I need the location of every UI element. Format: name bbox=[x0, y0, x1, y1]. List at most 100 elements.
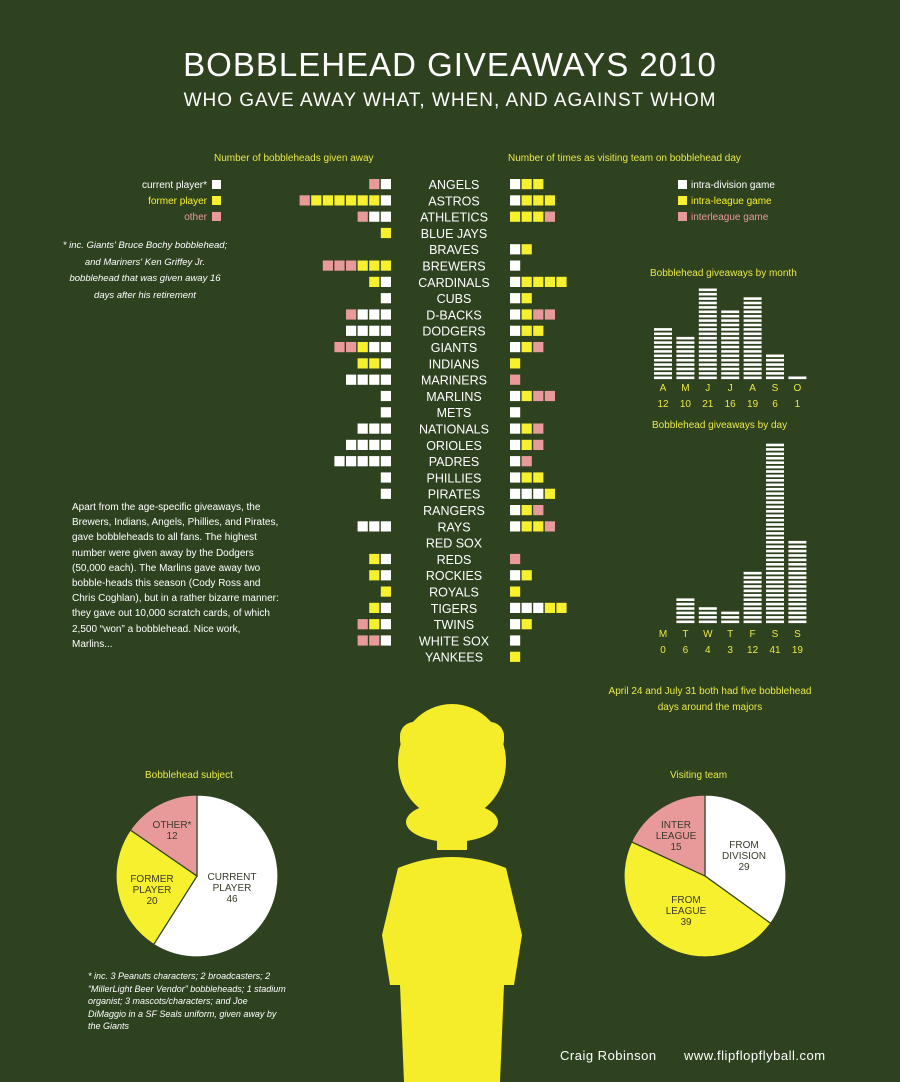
pie-slice-label: INTER bbox=[661, 820, 691, 831]
right-bar-square bbox=[510, 439, 521, 450]
left-bar-square bbox=[299, 195, 310, 206]
column-stripe bbox=[743, 328, 762, 331]
column-stripe bbox=[766, 448, 784, 451]
column-value-label: 1 bbox=[795, 399, 801, 410]
right-bar-square bbox=[521, 179, 532, 190]
column-stripe bbox=[721, 332, 740, 336]
column-stripe bbox=[766, 514, 784, 518]
team-label: D-BACKS bbox=[426, 308, 482, 322]
column-stripe bbox=[721, 345, 740, 349]
right-bar-square bbox=[533, 195, 544, 206]
column-stripe bbox=[698, 367, 717, 371]
right-bar-square bbox=[510, 407, 521, 418]
column-stripe bbox=[788, 607, 807, 610]
team-label: INDIANS bbox=[429, 357, 480, 371]
column-stripe bbox=[698, 297, 717, 300]
pie-slice-value: 29 bbox=[738, 862, 750, 873]
column-stripe bbox=[743, 310, 762, 314]
left-bar-square bbox=[357, 342, 368, 353]
column-stripe bbox=[766, 461, 784, 464]
column-stripe bbox=[743, 616, 762, 619]
column-value-label: 19 bbox=[747, 399, 759, 410]
column-stripe bbox=[654, 372, 672, 375]
left-bar-square bbox=[357, 211, 368, 222]
left-bar-square bbox=[380, 602, 391, 613]
column-stripe bbox=[766, 567, 784, 571]
left-bar-square bbox=[369, 325, 380, 336]
right-bar-square bbox=[510, 456, 521, 467]
author-credit: Craig Robinson bbox=[560, 1048, 657, 1063]
column-stripe bbox=[721, 336, 740, 340]
column-category-label: T bbox=[682, 629, 688, 640]
column-stripe bbox=[676, 336, 695, 340]
column-stripe bbox=[766, 474, 784, 478]
column-stripe bbox=[766, 372, 784, 375]
column-stripe bbox=[676, 372, 695, 375]
pie-slice-label: OTHER* bbox=[153, 820, 192, 831]
right-bar-square bbox=[510, 195, 521, 206]
right-bar-square bbox=[510, 211, 521, 222]
right-bar-square bbox=[544, 521, 555, 532]
left-bar-square bbox=[357, 456, 368, 467]
left-bar-square bbox=[346, 309, 357, 320]
column-category-label: S bbox=[794, 629, 801, 640]
column-stripe bbox=[766, 611, 784, 615]
column-stripe bbox=[743, 297, 762, 300]
left-bar-square bbox=[369, 570, 380, 581]
left-legend: current player* former player other bbox=[142, 180, 221, 223]
column-stripe bbox=[654, 363, 672, 366]
column-stripe bbox=[698, 611, 717, 615]
column-stripe bbox=[743, 341, 762, 344]
right-bar-square bbox=[533, 423, 544, 434]
column-stripe bbox=[766, 554, 784, 557]
right-chart-heading: Number of times as visiting team on bobb… bbox=[508, 153, 741, 164]
column-stripe bbox=[698, 354, 717, 358]
column-category-label: M bbox=[659, 629, 667, 640]
left-bar-square bbox=[369, 439, 380, 450]
team-label: DODGERS bbox=[422, 325, 485, 339]
right-bar-square bbox=[533, 179, 544, 190]
column-stripe bbox=[743, 358, 762, 362]
column-stripe bbox=[743, 354, 762, 358]
column-stripe bbox=[743, 576, 762, 579]
right-bar-square bbox=[510, 179, 521, 190]
left-legend-swatch bbox=[212, 196, 221, 205]
team-label: ATHLETICS bbox=[420, 211, 488, 225]
right-bar-square bbox=[510, 325, 521, 336]
team-label: BLUE JAYS bbox=[421, 227, 487, 241]
right-bar-square bbox=[510, 390, 521, 402]
left-bar-square bbox=[346, 260, 357, 271]
column-stripe bbox=[766, 354, 784, 358]
right-bar-square bbox=[533, 211, 544, 222]
right-bar-square bbox=[510, 488, 521, 499]
left-bar-square bbox=[334, 456, 345, 467]
giveaway-paragraph: Apart from the age-specific giveaways, t… bbox=[72, 502, 279, 650]
left-bar-square bbox=[346, 439, 357, 450]
left-bar-square bbox=[334, 342, 345, 353]
column-stripe bbox=[788, 545, 807, 548]
column-stripe bbox=[766, 580, 784, 584]
column-stripe bbox=[698, 328, 717, 331]
column-stripe bbox=[743, 363, 762, 366]
right-legend: intra-division game intra-league game inte… bbox=[678, 180, 775, 223]
column-value-label: 16 bbox=[725, 399, 737, 410]
right-bar-square bbox=[533, 342, 544, 353]
column-stripe bbox=[766, 540, 784, 544]
right-bar-square bbox=[510, 553, 521, 565]
left-bar-square bbox=[380, 227, 391, 239]
right-bar-square bbox=[521, 439, 532, 450]
column-value-label: 10 bbox=[680, 399, 692, 410]
column-stripe bbox=[698, 376, 717, 380]
column-stripe bbox=[721, 323, 740, 327]
column-stripe bbox=[788, 616, 807, 619]
right-bar-square bbox=[510, 635, 521, 646]
column-stripe bbox=[766, 532, 784, 535]
column-stripe bbox=[743, 336, 762, 340]
right-bar-square bbox=[544, 211, 555, 222]
column-stripe bbox=[788, 611, 807, 615]
column-stripe bbox=[766, 620, 784, 624]
column-stripe bbox=[766, 518, 784, 522]
right-bar-square bbox=[521, 293, 532, 304]
left-bar-square bbox=[380, 309, 391, 320]
